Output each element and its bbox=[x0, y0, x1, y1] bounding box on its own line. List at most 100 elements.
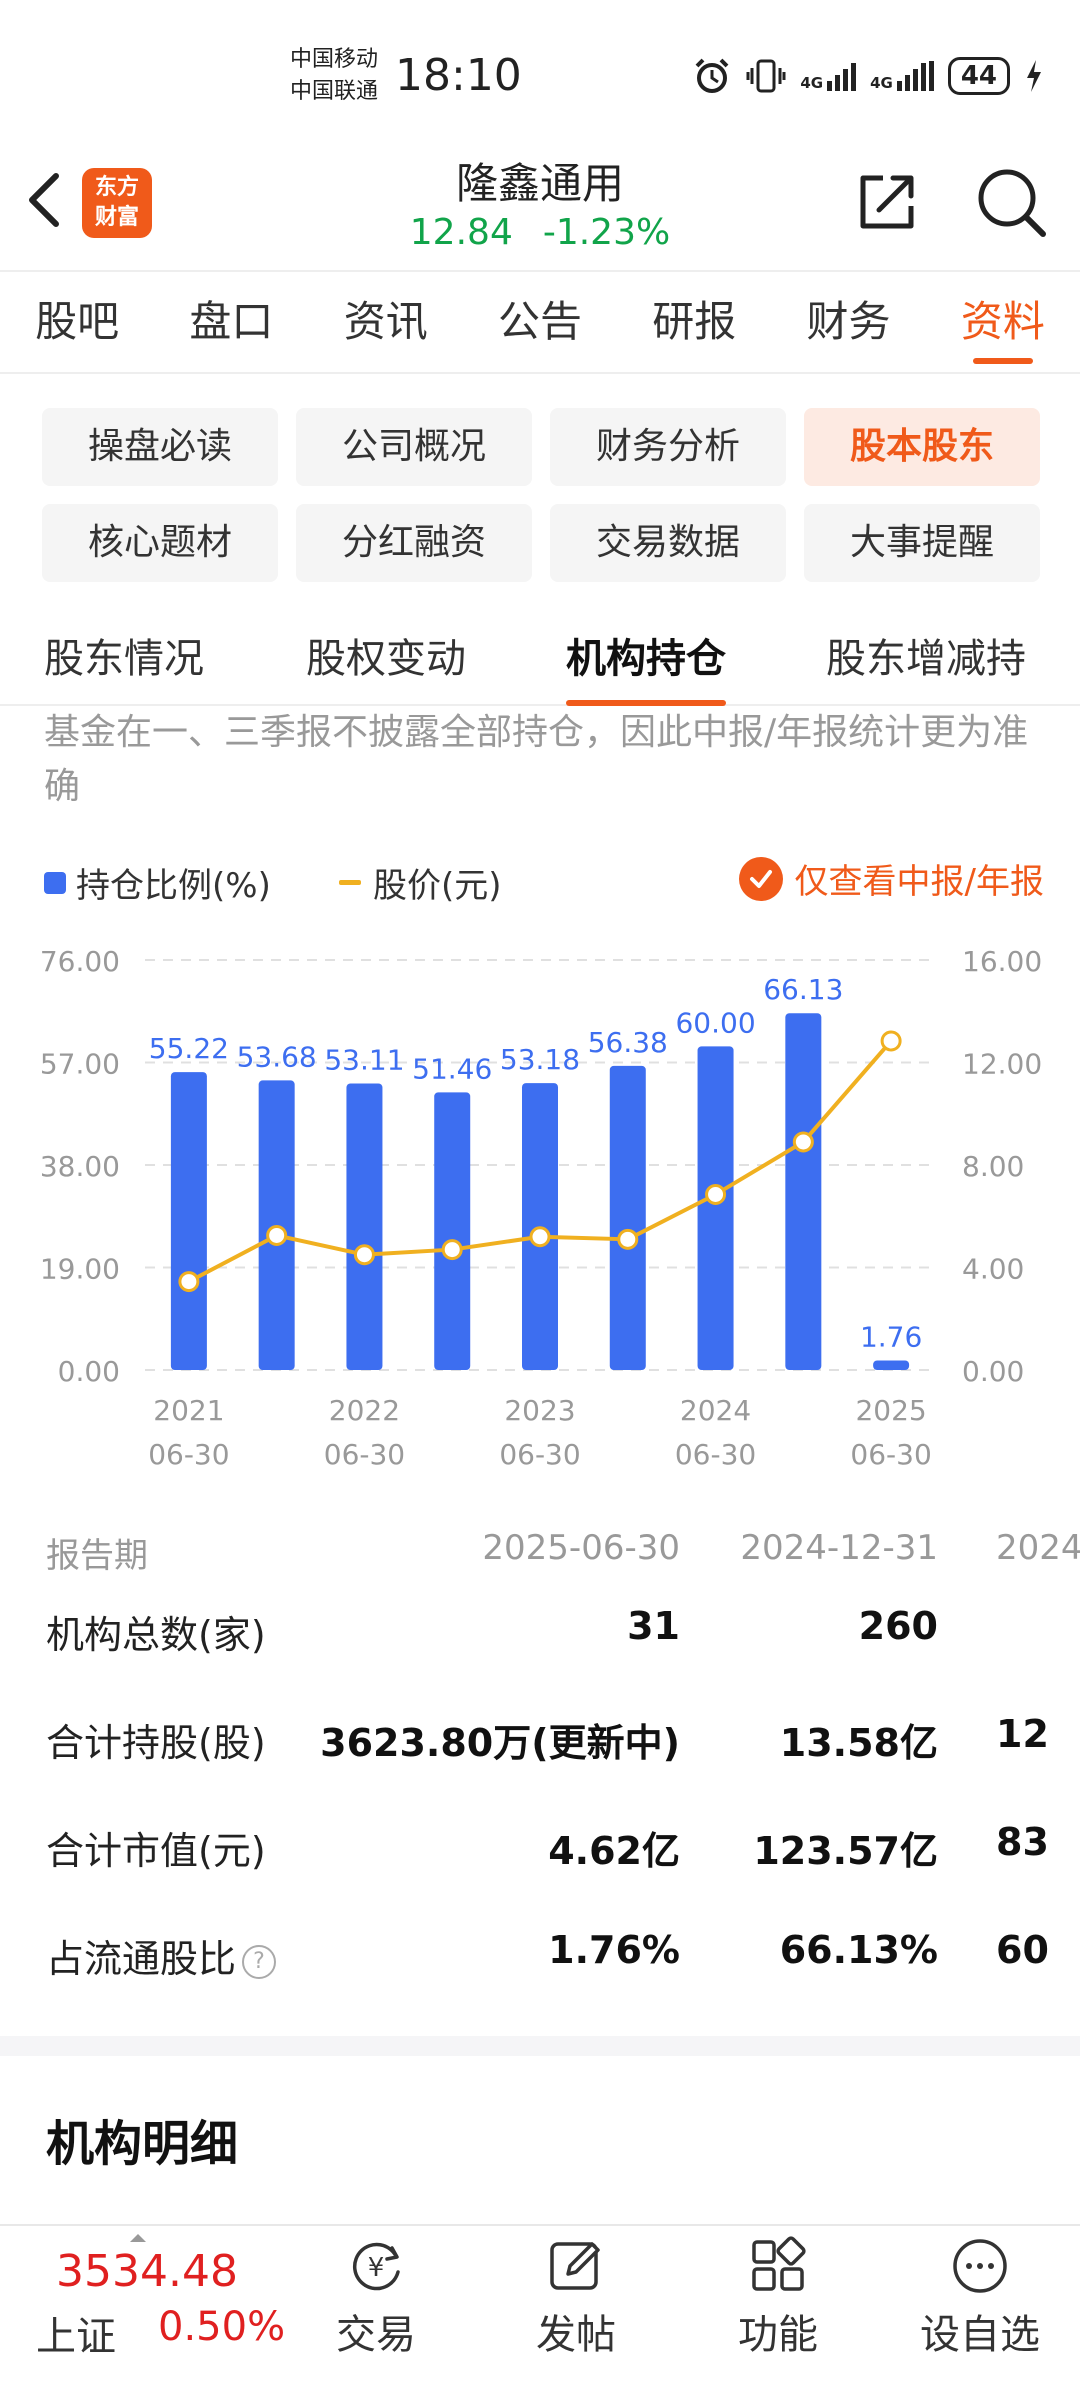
chip-trading-data[interactable]: 交易数据 bbox=[550, 504, 786, 582]
row-label-text: 占流通股比 bbox=[46, 1937, 237, 1981]
stock-name: 隆鑫通用 bbox=[455, 159, 624, 208]
nav-functions[interactable]: 功能 bbox=[698, 2236, 858, 2360]
stock-price: 12.84 bbox=[409, 212, 513, 253]
price-point bbox=[353, 1244, 375, 1266]
legend-line: 股价(元) bbox=[339, 858, 502, 907]
nav-post[interactable]: 发帖 bbox=[496, 2236, 656, 2360]
chip-must-read[interactable]: 操盘必读 bbox=[42, 408, 278, 486]
left-axis-tick: 19.00 bbox=[40, 1253, 120, 1286]
help-icon[interactable]: ? bbox=[242, 1944, 277, 1979]
right-axis-tick: 0.00 bbox=[962, 1355, 1024, 1388]
left-axis-tick: 38.00 bbox=[40, 1150, 120, 1183]
tab-announcements[interactable]: 公告 bbox=[497, 297, 582, 346]
price-point bbox=[441, 1239, 463, 1261]
subtab-institutional-holdings[interactable]: 机构持仓 bbox=[566, 626, 726, 706]
legend-bar-label: 持仓比例(%) bbox=[76, 866, 271, 906]
nav-trade[interactable]: ¥ 交易 bbox=[296, 2236, 456, 2360]
chip-events[interactable]: 大事提醒 bbox=[804, 504, 1040, 582]
cell-value: 3623.80万(更新中) bbox=[320, 1721, 680, 1765]
price-point bbox=[880, 1030, 902, 1052]
expand-caret-icon[interactable] bbox=[130, 2234, 146, 2242]
column-header[interactable]: 2024 bbox=[996, 1528, 1080, 1568]
grid-icon bbox=[752, 2236, 806, 2291]
left-axis-tick: 0.00 bbox=[58, 1355, 120, 1388]
stock-header: 东方 财富 隆鑫通用 12.84 -1.23% bbox=[0, 140, 1080, 270]
chip-dividend-financing[interactable]: 分红融资 bbox=[296, 504, 532, 582]
column-header[interactable]: 2024-12-31 bbox=[740, 1528, 938, 1568]
price-point bbox=[792, 1131, 814, 1153]
trade-icon: ¥ bbox=[352, 2242, 400, 2291]
right-axis-tick: 16.00 bbox=[962, 945, 1042, 978]
section-title: 机构明细 bbox=[46, 2116, 239, 2172]
row-label: 合计市值(元) bbox=[46, 1829, 266, 1873]
price-point bbox=[705, 1183, 727, 1205]
x-axis-tick-year: 2023 bbox=[504, 1394, 575, 1427]
tab-profile[interactable]: 资料 bbox=[926, 272, 1080, 372]
index-change[interactable]: 0.50% bbox=[158, 2304, 286, 2350]
holdings-chart: 76.00 16.00 57.00 12.00 38.00 8.00 19.00 4.00 0.… bbox=[40, 945, 1042, 1471]
index-name[interactable]: 上证 bbox=[36, 2314, 116, 2360]
subtab-shareholder-status[interactable]: 股东情况 bbox=[44, 636, 204, 682]
chip-financial-analysis[interactable]: 财务分析 bbox=[550, 408, 786, 486]
bar-value-label: 53.18 bbox=[500, 1043, 580, 1076]
search-icon[interactable] bbox=[975, 166, 1047, 238]
x-axis-tick-date: 06-30 bbox=[675, 1438, 756, 1471]
legend-bar: 持仓比例(%) bbox=[44, 858, 271, 907]
x-axis-tick-date: 06-30 bbox=[499, 1438, 580, 1471]
disclosure-note: 基金在一、三季报不披露全部持仓，因此中报/年报统计更为准确 bbox=[44, 712, 1029, 807]
nav-watchlist[interactable]: 设自选 bbox=[900, 2236, 1060, 2360]
subtab-equity-changes[interactable]: 股权变动 bbox=[306, 636, 466, 682]
cell-value: 123.57亿 bbox=[753, 1829, 938, 1873]
status-bar: 中国移动 中国联通 18:10 4G 4G 44 bbox=[0, 0, 1080, 140]
report-filter-toggle[interactable]: 仅查看中报/年报 bbox=[738, 854, 1044, 903]
bar bbox=[346, 1083, 383, 1370]
column-header[interactable]: 2025-06-30 bbox=[482, 1528, 680, 1568]
right-axis-tick: 8.00 bbox=[962, 1150, 1024, 1183]
bar-value-label: 55.22 bbox=[149, 1032, 229, 1065]
cell-value: 83 bbox=[996, 1820, 1049, 1864]
app-logo[interactable]: 东方 财富 bbox=[82, 168, 152, 238]
bar bbox=[609, 1065, 646, 1370]
bottom-nav: 3534.48 上证 0.50% ¥ 交易 发帖 功能 设自选 bbox=[0, 2224, 1080, 2400]
price-point bbox=[529, 1226, 551, 1248]
chip-core-themes[interactable]: 核心题材 bbox=[42, 504, 278, 582]
chip-company-overview[interactable]: 公司概况 bbox=[296, 408, 532, 486]
row-label: 机构总数(家) bbox=[46, 1613, 266, 1657]
bar-value-label: 53.68 bbox=[237, 1040, 317, 1073]
carrier-info: 中国移动 中国联通 bbox=[290, 44, 378, 108]
index-value[interactable]: 3534.48 bbox=[56, 2246, 238, 2297]
tab-research[interactable]: 研报 bbox=[652, 297, 737, 346]
bar-value-label: 51.46 bbox=[412, 1052, 492, 1085]
tab-guba[interactable]: 股吧 bbox=[35, 297, 120, 346]
bar bbox=[170, 1072, 207, 1370]
tab-news[interactable]: 资讯 bbox=[343, 297, 428, 346]
share-icon[interactable] bbox=[855, 170, 919, 234]
bar-value-label: 56.38 bbox=[588, 1026, 668, 1059]
price-point bbox=[266, 1224, 288, 1246]
alarm-icon bbox=[695, 58, 729, 93]
chip-shareholders[interactable]: 股本股东 bbox=[804, 408, 1040, 486]
vibrate-icon bbox=[746, 59, 786, 93]
main-tab-bar: 股吧 盘口 资讯 公告 研报 财务 资料 bbox=[0, 270, 1080, 374]
subtab-shareholder-changes[interactable]: 股东增减持 bbox=[826, 636, 1026, 682]
legend-line-label: 股价(元) bbox=[373, 866, 502, 906]
bar bbox=[785, 1013, 822, 1370]
table-row: 占流通股比? 1.76% 66.13% 60 bbox=[0, 1928, 1080, 1988]
nav-post-label: 发帖 bbox=[536, 2312, 616, 2358]
x-axis-tick-year: 2024 bbox=[680, 1394, 751, 1427]
logo-line-1: 东方 bbox=[94, 175, 139, 200]
tab-pankou[interactable]: 盘口 bbox=[189, 297, 274, 346]
carrier-2: 中国联通 bbox=[290, 79, 379, 104]
header-label: 报告期 bbox=[46, 1536, 148, 1576]
holdings-table: 报告期 2025-06-30 2024-12-31 2024 机构总数(家) 3… bbox=[0, 1500, 1080, 2020]
trade-icon-glyph: ¥ bbox=[368, 2253, 385, 2283]
nav-trade-label: 交易 bbox=[336, 2312, 416, 2358]
chart-legend: 持仓比例(%) 股价(元) 仅查看中报/年报 bbox=[44, 850, 1044, 906]
back-arrow-icon[interactable] bbox=[24, 170, 64, 230]
signal-1-icon: 4G bbox=[800, 61, 857, 91]
tab-finance[interactable]: 财务 bbox=[806, 297, 891, 346]
cell-value: 66.13% bbox=[779, 1928, 938, 1972]
bar bbox=[434, 1092, 471, 1370]
price-point bbox=[617, 1228, 639, 1250]
price-point bbox=[178, 1271, 200, 1293]
